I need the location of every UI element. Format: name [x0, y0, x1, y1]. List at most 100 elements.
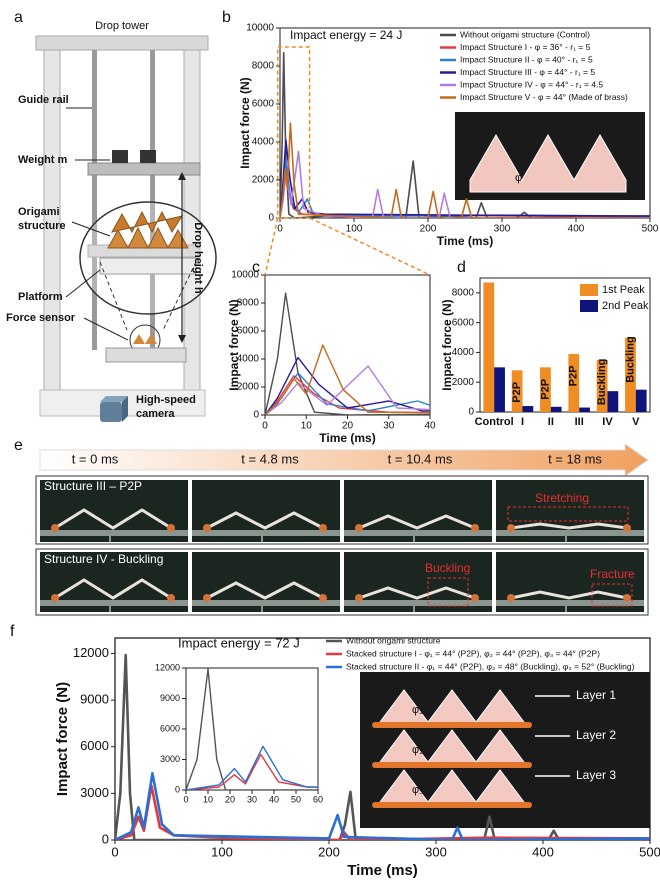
x-tick-label: 500	[642, 224, 659, 235]
panel-label: f	[10, 623, 15, 640]
photo-plate	[40, 600, 188, 606]
bar	[607, 391, 619, 412]
label: High-speed	[136, 394, 196, 406]
bar	[511, 370, 523, 412]
y-tick-label: 3000	[160, 754, 180, 764]
time-label: t = 18 ms	[548, 451, 602, 466]
x-tick-label: 10	[301, 421, 313, 432]
bar	[579, 407, 590, 412]
y-tick-label: 12000	[155, 662, 180, 672]
foot	[167, 594, 175, 602]
origami	[510, 522, 628, 530]
origami-layer	[379, 689, 525, 727]
time-label: t = 4.8 ms	[241, 451, 299, 466]
photo-label: φ₃	[412, 784, 424, 796]
series-line	[265, 365, 430, 415]
origami	[54, 578, 172, 600]
y-axis-label: Impact force (N)	[440, 299, 454, 390]
note: Buckling	[425, 561, 470, 575]
photo-plate	[192, 530, 340, 536]
legend-label: Impact Structure V - φ = 44° (Made of br…	[460, 92, 628, 102]
bar-annotation: P2P	[511, 382, 523, 403]
x-tick-label: 10	[203, 795, 213, 805]
series-line	[280, 139, 650, 218]
bar-annotation: P2P	[568, 366, 580, 387]
foot	[319, 524, 327, 532]
legend-label: Without origami structure (Control)	[460, 29, 590, 39]
y-tick-label: 4000	[452, 347, 475, 358]
layer-label: Layer 2	[576, 728, 616, 742]
x-tick-label: 300	[494, 224, 511, 235]
photo-plate	[344, 530, 492, 536]
bar	[522, 406, 534, 412]
x-tick-label: 60	[313, 795, 323, 805]
photo-plate	[496, 530, 644, 536]
y-tick-label: 0	[175, 784, 180, 794]
origami	[206, 581, 324, 600]
series-line	[186, 745, 318, 790]
y-tick-label: 4000	[252, 137, 275, 148]
legend-label: Impact Structure II - φ = 40° - r₁ = 5	[460, 54, 593, 64]
x-tick-label: 200	[420, 224, 437, 235]
x-tick-label: 200	[318, 845, 340, 860]
x-tick-label: 0	[111, 845, 118, 860]
row-label: Structure III – P2P	[44, 479, 142, 493]
x-tick-label: 30	[247, 795, 257, 805]
bar	[635, 389, 647, 412]
x-tick-label: 100	[346, 224, 363, 235]
legend-label: Impact Structure IV - φ = 44° - r₁ = 4.5	[460, 79, 603, 89]
y-axis-label: Impact force (N)	[54, 682, 71, 796]
x-axis-label: Time (ms)	[347, 862, 418, 879]
panel-label: a	[14, 9, 23, 26]
photo-sequence: e t = 0 ms t = 4.8 ms t = 10.4 ms t = 18…	[14, 437, 649, 616]
bar	[625, 337, 636, 412]
foot	[471, 524, 479, 532]
feet	[372, 802, 532, 808]
series-line	[265, 292, 430, 415]
foot	[167, 524, 175, 532]
zoom-line	[309, 217, 431, 276]
label: Force sensor	[6, 312, 76, 324]
bar-annotation: P2P	[539, 379, 551, 400]
annotation: Impact energy = 24 J	[290, 28, 402, 42]
origami	[469, 134, 627, 193]
x-tick-label: III	[575, 416, 584, 428]
origami-layer	[379, 769, 525, 807]
origami	[358, 514, 476, 530]
x-tick-label: 100	[211, 845, 233, 860]
x-tick-label: II	[548, 416, 554, 428]
origami	[206, 511, 324, 530]
bar	[483, 282, 495, 412]
y-tick-label: 0	[102, 831, 109, 846]
y-tick-label: 2000	[252, 175, 275, 186]
x-tick-label: 500	[639, 845, 660, 860]
photo-plate	[496, 600, 644, 606]
series-line	[280, 122, 650, 218]
label: Weight m	[18, 154, 68, 166]
diagram-title: Drop tower	[95, 20, 149, 32]
foot	[507, 524, 515, 532]
bar	[494, 367, 505, 412]
x-axis-label: Time (ms)	[319, 431, 375, 445]
x-tick-label: 40	[269, 795, 279, 805]
label: Guide rail	[18, 94, 69, 106]
zoom-line	[264, 217, 279, 276]
x-tick-label: 0	[277, 224, 283, 235]
x-tick-label: V	[632, 416, 640, 428]
label: structure	[18, 220, 66, 232]
foot	[355, 524, 363, 532]
y-axis-label: Impact force (N)	[238, 77, 252, 168]
y-tick-label: 10000	[246, 23, 274, 34]
x-axis-label: Time (ms)	[437, 234, 493, 248]
foot	[471, 594, 479, 602]
y-tick-label: 2000	[452, 377, 475, 388]
plot-frame	[479, 277, 651, 413]
photo-plate	[40, 530, 188, 536]
x-tick-label: 50	[291, 795, 301, 805]
panel-label: c	[252, 259, 260, 276]
y-tick-label: 0	[253, 410, 259, 421]
x-tick-label: I	[521, 416, 524, 428]
panel-label: d	[457, 259, 466, 276]
x-tick-label: 0	[262, 421, 268, 432]
